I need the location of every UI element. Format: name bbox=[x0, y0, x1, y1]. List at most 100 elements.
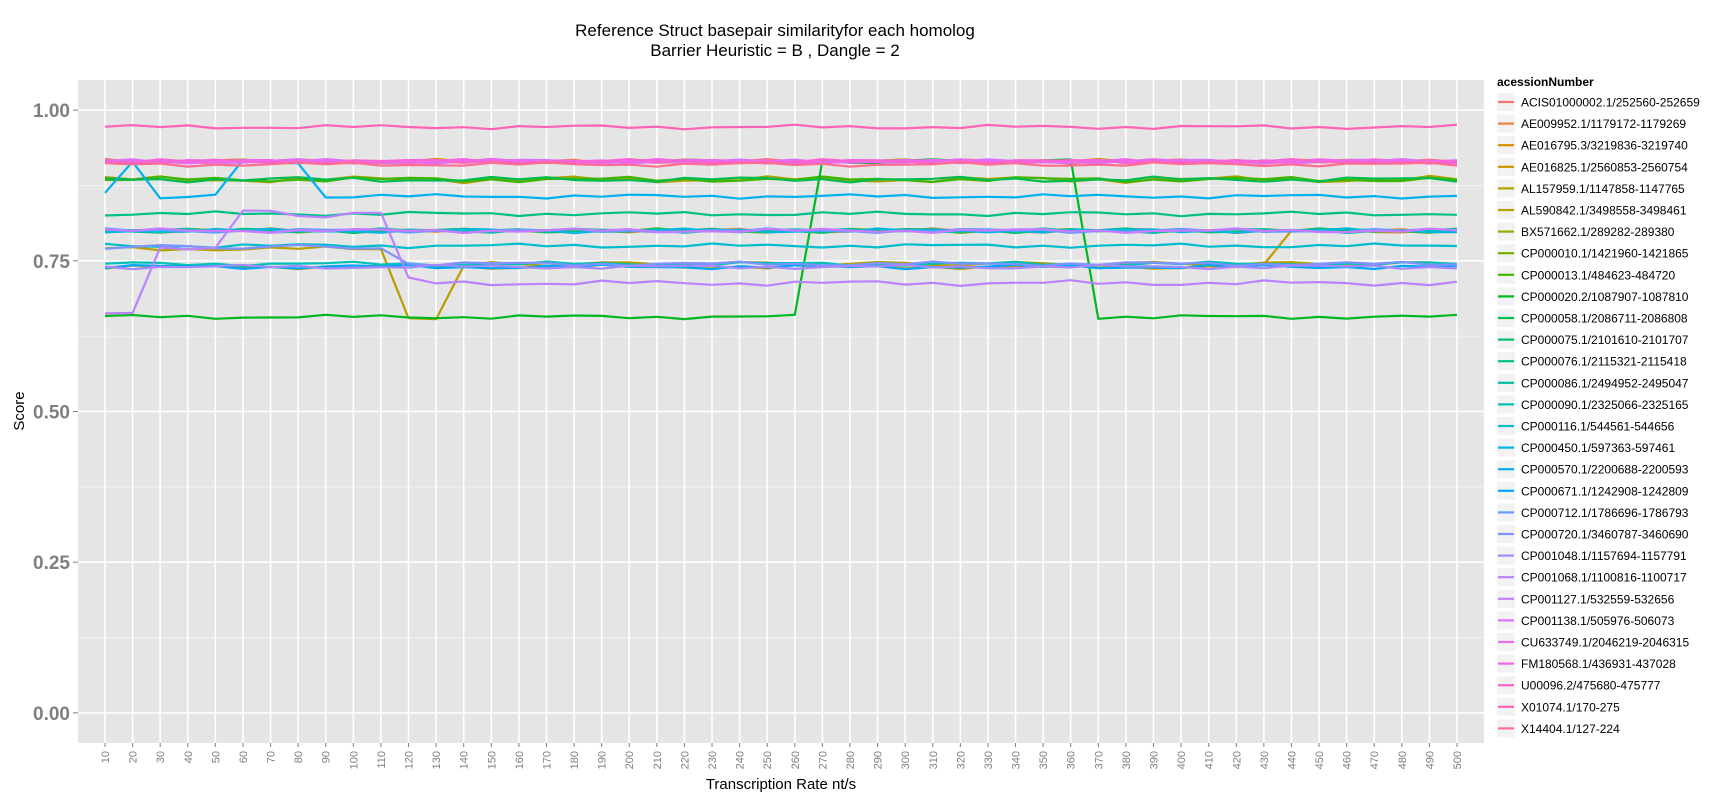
x-tick-label: 350 bbox=[1038, 751, 1050, 769]
legend-entry-label: CP000720.1/3460787-3460690 bbox=[1521, 528, 1689, 542]
legend-entry-label: CP001068.1/1100816-1100717 bbox=[1521, 571, 1687, 585]
series-line bbox=[104, 175, 1458, 184]
chart-subtitle: Barrier Heuristic = B , Dangle = 2 bbox=[650, 41, 899, 60]
y-axis-ticks: 0.00 0.25 0.50 0.75 1.00 bbox=[33, 101, 78, 725]
x-tick-label: 300 bbox=[900, 751, 912, 769]
legend-entry-label: CP000020.2/1087907-1087810 bbox=[1521, 290, 1689, 304]
legend-entry-label: CP001127.1/532559-532656 bbox=[1521, 592, 1675, 606]
x-tick-label: 230 bbox=[707, 751, 719, 769]
grid-lines bbox=[78, 80, 1484, 743]
legend-entry-label: CP000116.1/544561-544656 bbox=[1521, 420, 1675, 434]
x-tick-label: 410 bbox=[1204, 751, 1216, 769]
x-tick-label: 340 bbox=[1011, 751, 1023, 769]
x-tick-label: 250 bbox=[762, 751, 774, 769]
y-tick-label: 1.00 bbox=[33, 101, 70, 122]
legend-entry-label: AL157959.1/1147858-1147765 bbox=[1521, 182, 1685, 196]
legend-entry-label: AE009952.1/1179172-1179269 bbox=[1521, 117, 1686, 131]
legend-entry-label: CP000013.1/484623-484720 bbox=[1521, 268, 1675, 282]
x-axis-label: Transcription Rate nt/s bbox=[706, 776, 856, 793]
series-line bbox=[104, 209, 1458, 315]
legend-entry-label: CP000450.1/597363-597461 bbox=[1521, 441, 1675, 455]
legend-title: acessionNumber bbox=[1497, 75, 1594, 89]
legend-entry-label: BX571662.1/289282-289380 bbox=[1521, 225, 1675, 239]
x-tick-label: 50 bbox=[210, 751, 222, 763]
x-tick-label: 170 bbox=[541, 751, 553, 769]
x-tick-label: 220 bbox=[679, 751, 691, 769]
x-tick-label: 40 bbox=[183, 751, 195, 763]
x-tick-label: 100 bbox=[348, 751, 360, 769]
x-tick-label: 470 bbox=[1369, 751, 1381, 769]
x-tick-label: 70 bbox=[266, 751, 278, 763]
legend-entry-label: CP000058.1/2086711-2086808 bbox=[1521, 312, 1688, 326]
chart-title: Reference Struct basepair similarityfor … bbox=[575, 21, 975, 40]
y-axis-label: Score bbox=[11, 391, 28, 430]
series-line bbox=[104, 210, 1458, 218]
legend-entry-label: AE016825.1/2560853-2560754 bbox=[1521, 160, 1688, 174]
x-tick-label: 370 bbox=[1093, 751, 1105, 769]
x-tick-label: 10 bbox=[100, 751, 112, 763]
legend-entry-label: AE016795.3/3219836-3219740 bbox=[1521, 139, 1688, 153]
x-tick-label: 420 bbox=[1231, 751, 1243, 769]
legend-entry-label: CP001138.1/505976-506073 bbox=[1521, 614, 1675, 628]
legend-entry-label: CP000086.1/2494952-2495047 bbox=[1521, 376, 1689, 390]
series-line bbox=[104, 242, 1458, 250]
x-tick-label: 90 bbox=[321, 751, 333, 763]
x-tick-label: 480 bbox=[1397, 751, 1409, 769]
x-tick-label: 80 bbox=[293, 751, 305, 763]
legend-items: ACIS01000002.1/252560-252659 AE009952.1/1… bbox=[1497, 93, 1700, 738]
series-line bbox=[104, 158, 1458, 200]
x-tick-label: 490 bbox=[1424, 751, 1436, 769]
x-tick-label: 200 bbox=[624, 751, 636, 769]
legend-entry-label: X01074.1/170-275 bbox=[1521, 700, 1620, 714]
legend-entry-label: CU633749.1/2046219-2046315 bbox=[1521, 636, 1689, 650]
x-tick-label: 240 bbox=[735, 751, 747, 769]
series-lines bbox=[104, 123, 1458, 321]
legend-entry-label: FM180568.1/436931-437028 bbox=[1521, 657, 1676, 671]
legend-entry-label: CP000076.1/2115321-2115418 bbox=[1521, 355, 1687, 369]
series-line bbox=[104, 161, 1458, 168]
series-line bbox=[104, 243, 1458, 268]
legend-entry-label: CP000090.1/2325066-2325165 bbox=[1521, 398, 1689, 412]
x-tick-label: 360 bbox=[1066, 751, 1078, 769]
series-line bbox=[104, 123, 1458, 131]
series-line bbox=[104, 158, 1458, 321]
x-tick-label: 270 bbox=[817, 751, 829, 769]
x-tick-label: 500 bbox=[1452, 751, 1464, 769]
y-tick-label: 0.00 bbox=[33, 704, 70, 725]
y-tick-label: 0.50 bbox=[33, 403, 70, 424]
legend-entry-label: ACIS01000002.1/252560-252659 bbox=[1521, 96, 1700, 110]
legend-entry-label: CP000712.1/1786696-1786793 bbox=[1521, 506, 1689, 520]
x-tick-label: 290 bbox=[873, 751, 885, 769]
x-tick-label: 430 bbox=[1259, 751, 1271, 769]
x-tick-label: 450 bbox=[1314, 751, 1326, 769]
legend-entry-label: X14404.1/127-224 bbox=[1521, 722, 1620, 736]
legend-entry-label: AL590842.1/3498558-3498461 bbox=[1521, 204, 1687, 218]
x-tick-label: 390 bbox=[1148, 751, 1160, 769]
x-tick-label: 280 bbox=[845, 751, 857, 769]
x-tick-label: 20 bbox=[128, 751, 140, 763]
legend-entry-label: CP000075.1/2101610-2101707 bbox=[1521, 333, 1689, 347]
x-tick-label: 30 bbox=[155, 751, 167, 763]
legend-entry-label: CP000570.1/2200688-2200593 bbox=[1521, 463, 1689, 477]
legend-entry-label: U00096.2/475680-475777 bbox=[1521, 679, 1661, 693]
x-tick-label: 330 bbox=[983, 751, 995, 769]
x-axis-ticks: 10 20 30 40 50 60 70 80 90 100 110 120 130 140 150 160 1… bbox=[100, 743, 1464, 769]
x-tick-label: 110 bbox=[376, 751, 388, 769]
series-line bbox=[104, 263, 1458, 271]
x-tick-label: 60 bbox=[238, 751, 250, 763]
x-tick-label: 260 bbox=[790, 751, 802, 769]
x-tick-label: 180 bbox=[569, 751, 581, 769]
x-tick-label: 160 bbox=[514, 751, 526, 769]
x-tick-label: 460 bbox=[1342, 751, 1354, 769]
x-tick-label: 120 bbox=[404, 751, 416, 769]
x-tick-label: 440 bbox=[1286, 751, 1298, 769]
y-tick-label: 0.25 bbox=[33, 553, 70, 574]
legend-entry-label: CP000671.1/1242908-1242809 bbox=[1521, 484, 1689, 498]
y-tick-label: 0.75 bbox=[33, 252, 70, 273]
legend: acessionNumber ACIS01000002.1/252560-252… bbox=[1497, 75, 1700, 738]
x-tick-label: 380 bbox=[1121, 751, 1133, 769]
legend-entry-label: CP000010.1/1421960-1421865 bbox=[1521, 247, 1689, 261]
x-tick-label: 210 bbox=[652, 751, 664, 769]
x-tick-label: 140 bbox=[459, 751, 471, 769]
